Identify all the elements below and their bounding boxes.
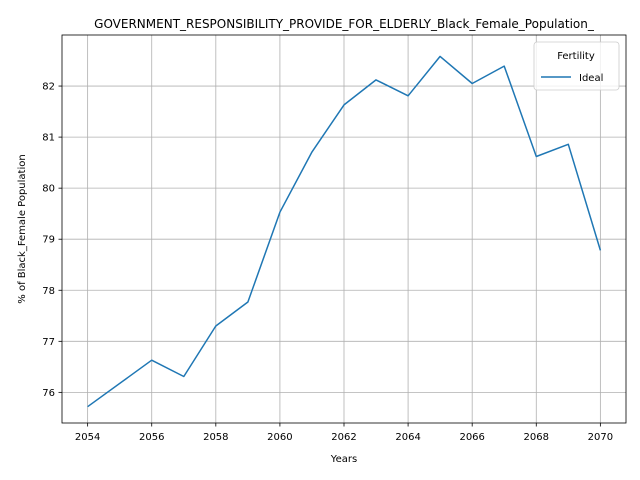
legend-box (533, 41, 620, 91)
x-tick-label: 2064 (395, 432, 420, 443)
series-layer (87, 55, 602, 408)
axis-ticks: 2054 2056 2058 2060 2062 2064 2066 2068 2070 76 77… (42, 82, 613, 443)
x-tick-label: 2054 (75, 432, 100, 443)
y-tick-label: 81 (42, 133, 55, 144)
x-tick-label: 2058 (203, 432, 228, 443)
y-tick-label: 79 (42, 235, 55, 246)
x-tick-label: 2062 (331, 432, 356, 443)
series-line-ideal (87, 55, 602, 408)
x-tick-label: 2070 (588, 432, 613, 443)
legend-label-ideal: Ideal (579, 73, 603, 84)
x-tick-label: 2068 (524, 432, 549, 443)
x-tick-label: 2060 (267, 432, 292, 443)
y-tick-label: 80 (42, 184, 55, 195)
y-tick-label: 76 (42, 388, 55, 399)
chart-title: GOVERNMENT_RESPONSIBILITY_PROVIDE_FOR_EL… (94, 17, 595, 31)
x-axis-label: Years (330, 454, 357, 465)
legend: Fertility Ideal (533, 41, 620, 91)
y-axis-label: % of Black_Female Population (17, 154, 28, 303)
x-tick-label: 2066 (459, 432, 484, 443)
x-tick-label: 2056 (139, 432, 164, 443)
y-tick-label: 77 (42, 337, 55, 348)
y-tick-label: 82 (42, 82, 55, 93)
grid (62, 35, 626, 423)
y-tick-label: 78 (42, 286, 55, 297)
legend-title: Fertility (557, 51, 595, 62)
